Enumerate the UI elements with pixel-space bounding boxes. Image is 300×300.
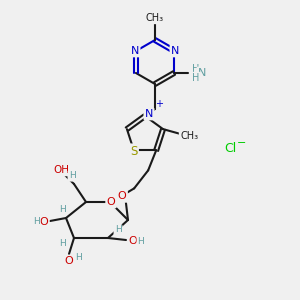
Text: O: O <box>118 191 127 201</box>
Text: H: H <box>192 64 200 74</box>
Text: Cl: Cl <box>224 142 236 154</box>
Text: H: H <box>192 73 200 83</box>
Text: O: O <box>129 236 137 246</box>
Text: −: − <box>237 138 247 148</box>
Text: H: H <box>69 172 75 181</box>
Text: O: O <box>106 197 116 207</box>
Text: N: N <box>171 46 179 56</box>
Text: O: O <box>64 256 74 266</box>
Text: +: + <box>155 99 163 109</box>
Text: H: H <box>115 226 122 235</box>
Text: CH₃: CH₃ <box>180 131 198 141</box>
Text: H: H <box>33 218 39 226</box>
Text: H: H <box>76 254 82 262</box>
Text: N: N <box>131 46 139 56</box>
Text: S: S <box>130 145 137 158</box>
Text: H: H <box>58 205 65 214</box>
Text: H: H <box>138 236 144 245</box>
Text: N: N <box>198 68 206 78</box>
Text: H: H <box>58 238 65 247</box>
Text: OH: OH <box>53 165 69 175</box>
Text: N: N <box>145 109 153 119</box>
Text: O: O <box>40 217 48 227</box>
Text: CH₃: CH₃ <box>146 13 164 23</box>
